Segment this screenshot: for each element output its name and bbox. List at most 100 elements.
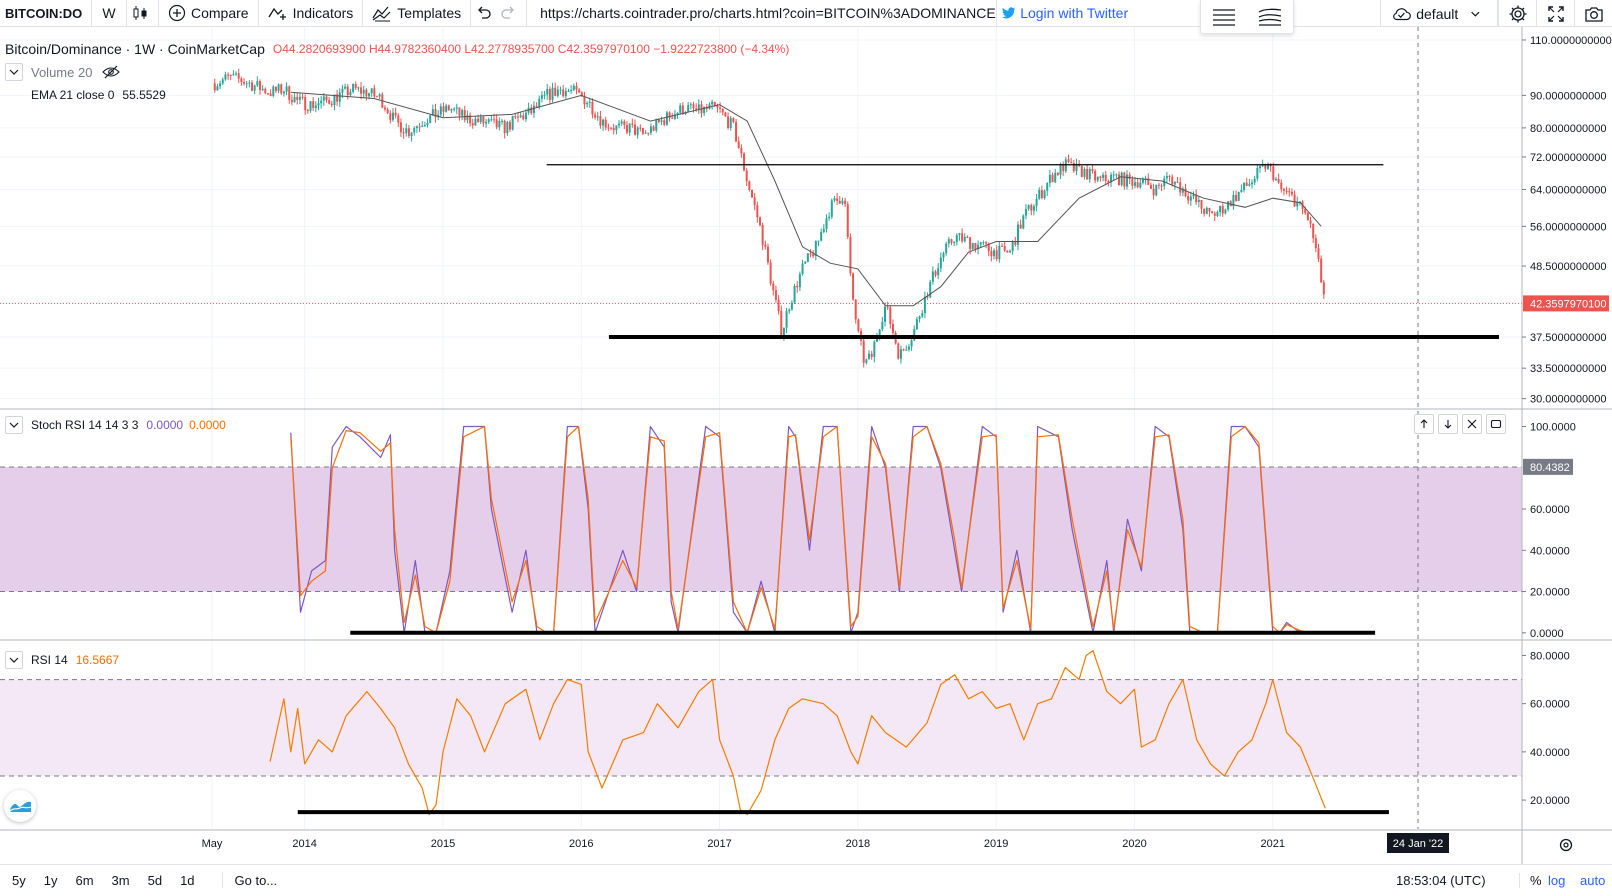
- candle-body: [447, 105, 450, 111]
- candle-body: [620, 121, 623, 124]
- candle-body: [1240, 189, 1243, 193]
- layout-button[interactable]: default: [1380, 0, 1498, 27]
- chart-type-button[interactable]: [127, 0, 159, 27]
- candle-body: [458, 107, 461, 116]
- candle-body: [1213, 213, 1216, 216]
- candle-body: [836, 198, 839, 201]
- stoch-tick-label: 0.0000: [1530, 628, 1564, 640]
- interval-button[interactable]: W: [92, 0, 127, 27]
- right-toolbar: default: [1380, 0, 1612, 27]
- range-button-1d[interactable]: 1d: [180, 873, 195, 888]
- candle-body: [1059, 164, 1062, 175]
- range-button-3m[interactable]: 3m: [111, 873, 130, 888]
- candle-body: [407, 128, 410, 137]
- stoch-tick-label: 40.0000: [1530, 545, 1570, 557]
- candle-body: [636, 127, 639, 135]
- stoch-value-badge: [1523, 458, 1573, 475]
- login-twitter-button[interactable]: Login with Twitter: [997, 0, 1137, 27]
- candle-body: [1264, 163, 1267, 169]
- trend-lines-icon[interactable]: [1257, 6, 1283, 28]
- candle-body: [1189, 196, 1192, 201]
- range-button-1y[interactable]: 1y: [43, 873, 58, 888]
- candle-body: [735, 121, 738, 142]
- candle-body: [524, 112, 527, 120]
- collapse-button[interactable]: [5, 416, 23, 434]
- pane-controls: [1414, 414, 1510, 434]
- candle-body: [905, 349, 908, 351]
- candle-body: [389, 113, 392, 120]
- chart-url[interactable]: URL https://charts.cointrader.pro/charts…: [527, 0, 998, 27]
- snapshot-button[interactable]: [1574, 0, 1612, 27]
- fullscreen-button[interactable]: [1536, 0, 1574, 27]
- candle-body: [1144, 178, 1147, 180]
- candle-body: [1051, 174, 1054, 183]
- candle-body: [562, 89, 565, 97]
- indicators-button[interactable]: Indicators: [259, 0, 364, 27]
- candle-body: [304, 97, 307, 111]
- candle-body: [423, 125, 426, 127]
- candle-body: [1290, 192, 1293, 195]
- range-button-5d[interactable]: 5d: [147, 873, 163, 888]
- support-resistance-lines[interactable]: [297, 164, 1499, 815]
- candle-body: [881, 321, 884, 330]
- candle-body: [947, 239, 950, 244]
- candle-body: [820, 231, 823, 241]
- chart-area[interactable]: May 2014 2015 2016 2017 2018 2019 2020 2021 110.0…: [0, 27, 1612, 864]
- utc-clock[interactable]: 18:53:04 (UTC): [1396, 873, 1486, 888]
- candles-icon: [133, 6, 147, 20]
- candle-body: [910, 340, 913, 347]
- candle-body: [1075, 163, 1078, 172]
- candle-body: [298, 96, 301, 100]
- symbol-search-button[interactable]: BITCOIN:DO: [0, 0, 92, 27]
- candle-body: [833, 198, 836, 201]
- candle-body: [963, 236, 966, 242]
- candle-body: [798, 273, 801, 288]
- auto-scale-toggle[interactable]: auto: [1580, 873, 1606, 888]
- candle-body: [394, 112, 397, 116]
- move-pane-down-button[interactable]: [1438, 414, 1458, 434]
- log-scale-toggle[interactable]: log: [1548, 873, 1566, 888]
- candle-body: [790, 302, 793, 310]
- candle-body: [748, 181, 751, 190]
- candle-body: [413, 128, 416, 133]
- percent-scale-toggle[interactable]: %: [1519, 873, 1542, 888]
- candle-body: [862, 340, 865, 363]
- arrow-up-icon: [1420, 419, 1428, 428]
- redo-icon[interactable]: [500, 5, 516, 21]
- candle-body: [272, 86, 275, 96]
- range-button-5y[interactable]: 5y: [12, 873, 26, 888]
- settings-button[interactable]: [1498, 0, 1536, 27]
- ema-line: [290, 91, 1322, 307]
- candle-body: [1016, 224, 1019, 245]
- goto-date-button[interactable]: Go to...: [221, 873, 277, 888]
- compare-label: Compare: [191, 5, 249, 21]
- candle-body: [418, 126, 421, 128]
- candle-body: [751, 189, 754, 198]
- candle-body: [1232, 194, 1235, 207]
- horizontal-lines-icon[interactable]: [1211, 6, 1237, 28]
- compare-button[interactable]: Compare: [159, 0, 259, 27]
- close-pane-button[interactable]: [1462, 414, 1482, 434]
- range-button-6m[interactable]: 6m: [75, 873, 94, 888]
- cointrader-logo-button[interactable]: [4, 790, 36, 822]
- candle-body: [857, 319, 860, 331]
- maximize-pane-button[interactable]: [1486, 414, 1506, 434]
- collapse-button[interactable]: [5, 63, 23, 81]
- candle-body: [1227, 201, 1230, 210]
- candle-body: [764, 244, 767, 247]
- price-tick-label: 72.0000000000: [1530, 152, 1606, 164]
- move-pane-up-button[interactable]: [1414, 414, 1434, 434]
- undo-icon[interactable]: [476, 5, 492, 21]
- candle-body: [865, 359, 868, 363]
- candle-body: [649, 126, 652, 133]
- candle-body: [721, 108, 724, 113]
- candle-body: [711, 101, 714, 105]
- candle-body: [724, 112, 727, 117]
- eye-hidden-icon[interactable]: [102, 65, 121, 79]
- templates-button[interactable]: Templates: [363, 0, 472, 27]
- candle-body: [729, 118, 732, 128]
- x-tick-label: 2015: [431, 838, 455, 850]
- collapse-button[interactable]: [5, 651, 23, 669]
- candle-body: [1083, 168, 1086, 177]
- candle-body: [290, 99, 293, 103]
